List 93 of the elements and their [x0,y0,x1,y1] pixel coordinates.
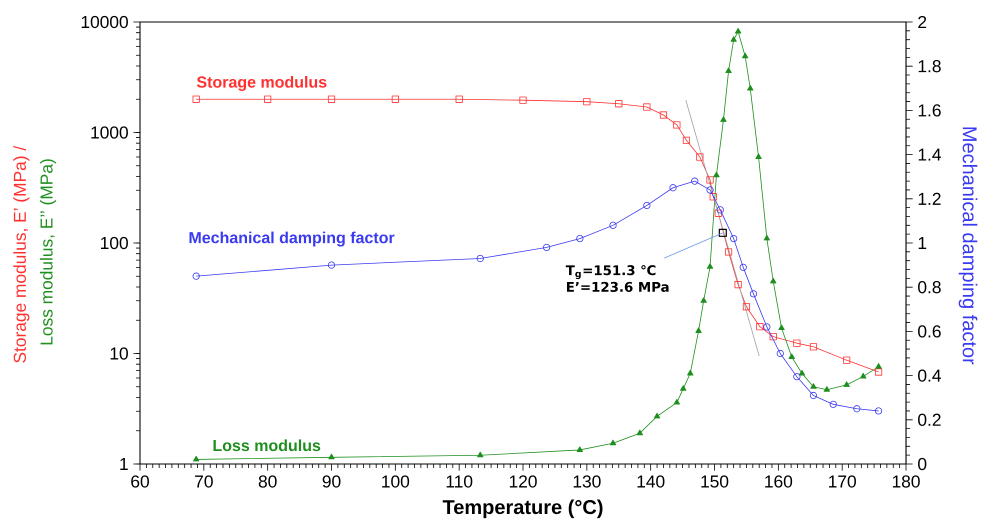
series-label: Loss modulus [214,439,320,452]
point [610,440,616,446]
point [788,353,795,359]
point [810,343,818,350]
point [673,121,680,129]
point [710,193,717,200]
y2-tick-label: 1.4 [918,148,941,161]
point [824,386,830,392]
point [810,383,817,389]
point [724,248,732,256]
point [193,456,200,462]
point [583,98,590,106]
y-tick-label: 100 [101,236,128,250]
point [720,116,727,122]
point [742,52,748,58]
point [770,333,777,340]
point [680,385,686,391]
point [700,297,707,303]
point [770,278,776,284]
y2-tick-label: 0 [918,458,926,470]
point [764,234,770,240]
y2-tick-label: 0.4 [918,369,941,382]
point [674,398,680,405]
y-tick-label: 1 [120,458,128,470]
point [696,153,704,161]
x-axis-title: Temperature (°C) [442,499,602,518]
series-label: Mechanical damping factor [190,232,394,247]
x-tick-label: 90 [322,475,340,488]
x-tick-label: 120 [510,475,537,488]
point [734,281,742,288]
point [636,430,643,436]
y2-tick-label: 1 [918,237,926,249]
y-tick-label: 1000 [91,126,128,139]
point [660,111,668,119]
point [477,452,484,458]
point [734,28,742,34]
point [328,96,336,103]
point [392,96,399,103]
x-tick-label: 80 [258,475,277,488]
x-tick-label: 170 [829,475,856,488]
point [192,96,200,103]
point [615,100,622,108]
x-tick-label: 180 [892,475,920,488]
x-tick-label: 60 [131,475,149,488]
point [725,67,732,74]
point [682,136,690,144]
y2-axis-title: Mechanical damping factor [958,127,978,364]
point [843,381,850,387]
x-tick-label: 130 [574,475,601,488]
point [519,96,527,104]
y2-tick-label: 2 [918,16,926,28]
x-tick-label: 70 [195,475,213,488]
point [706,176,714,184]
point [756,323,764,330]
point [860,372,866,378]
point [747,84,754,91]
point [793,340,800,347]
annotation: T$_{g}$=151.3 ℃ E’=123.6 MPa [566,265,669,292]
point [875,363,882,369]
y-tick-label: 10000 [82,16,128,28]
y-axis-title: Storage modulus, E’ (MPa) / [13,146,30,363]
point [706,263,714,269]
y2-tick-label: 1.6 [918,104,941,117]
y2-tick-label: 0.8 [918,281,941,294]
y-tick-label: 10 [110,347,128,360]
point [798,370,806,376]
point [328,454,335,460]
y2-tick-label: 0.6 [918,325,941,338]
x-tick-label: 150 [701,475,728,488]
x-tick-label: 140 [638,475,664,488]
y2-tick-label: 0.2 [918,414,941,426]
point [778,324,785,330]
series-label: Storage modulus [196,76,326,91]
text: Loss modulus, E’’ (MPa) [40,159,56,344]
point [843,356,850,364]
point [730,36,737,42]
point [576,446,583,452]
point [687,370,694,376]
x-tick-label: 100 [382,475,410,488]
y2-tick-label: 1.8 [918,60,941,72]
x-tick-label: 160 [765,475,792,488]
y2-tick-label: 1.2 [918,192,941,205]
point [874,368,882,376]
point [654,412,660,418]
point [695,327,702,333]
point [755,153,762,160]
x-tick-label: 110 [446,475,472,488]
point [714,210,722,217]
point [713,172,720,178]
point [643,103,650,111]
point [456,96,463,103]
point [742,303,750,310]
point [264,96,272,103]
